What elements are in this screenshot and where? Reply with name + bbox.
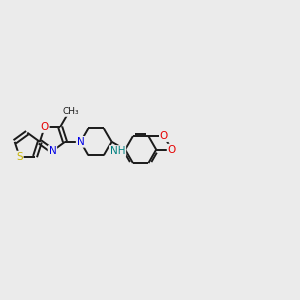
Text: CH₃: CH₃ xyxy=(62,107,79,116)
Text: O: O xyxy=(168,145,176,154)
Text: O: O xyxy=(160,131,168,141)
Text: N: N xyxy=(49,146,56,156)
Text: NH: NH xyxy=(110,146,125,156)
Text: S: S xyxy=(16,152,23,162)
Text: O: O xyxy=(40,122,49,132)
Text: N: N xyxy=(77,137,84,147)
